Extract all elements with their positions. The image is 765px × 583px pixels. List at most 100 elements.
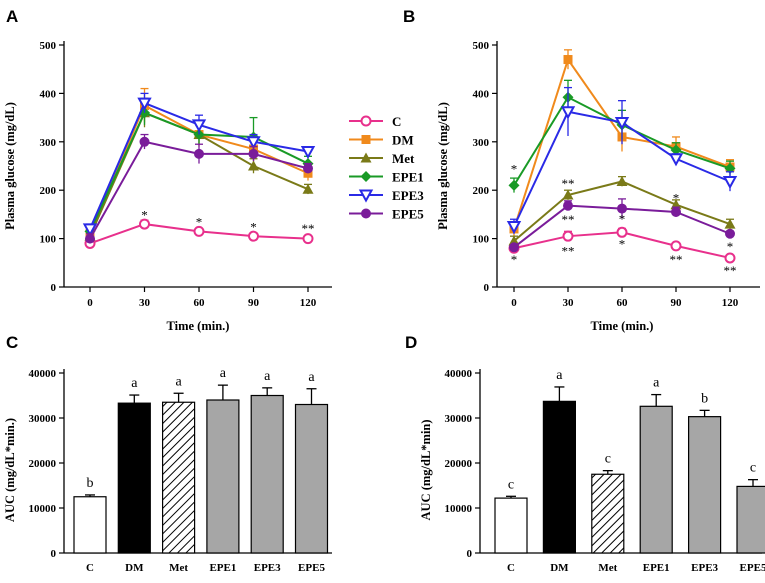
bar-epe1 xyxy=(206,399,240,554)
bar-epe3 xyxy=(687,416,722,554)
panel-label-d: D xyxy=(405,333,417,352)
data-point-epe3 xyxy=(668,153,684,167)
data-point-epe3 xyxy=(614,116,630,131)
legend-marker-c xyxy=(360,115,372,127)
category-label: EPE5 xyxy=(298,562,325,574)
y-tick-label: 0 xyxy=(484,282,490,294)
data-point-epe5 xyxy=(617,203,627,214)
data-point-epe3 xyxy=(560,106,576,120)
data-point-epe5 xyxy=(303,163,313,174)
significance-marker: * xyxy=(727,239,734,254)
y-tick-label: 0 xyxy=(467,548,473,560)
y-tick-label: 0 xyxy=(51,548,57,560)
significance-marker: ** xyxy=(724,263,737,278)
data-point-c xyxy=(724,252,736,264)
y-tick-label: 200 xyxy=(473,185,490,197)
y-tick-label: 40000 xyxy=(445,368,473,380)
data-point-c xyxy=(562,230,574,242)
significance-marker: ** xyxy=(670,252,683,267)
significance-letter: b xyxy=(701,391,708,406)
significance-letter: a xyxy=(556,368,563,383)
y-tick-label: 300 xyxy=(473,137,490,149)
bar-epe5 xyxy=(294,403,329,554)
y-axis-label: AUC (mg/dL*min) xyxy=(419,419,433,520)
data-point-epe5 xyxy=(85,233,95,244)
legend-marker-epe3 xyxy=(358,189,374,203)
category-label: C xyxy=(86,562,94,574)
legend-label-dm: DM xyxy=(392,133,414,148)
data-point-epe3 xyxy=(137,97,152,111)
significance-letter: a xyxy=(308,370,315,385)
data-point-epe5 xyxy=(139,136,150,147)
significance-letter: a xyxy=(653,376,660,391)
significance-letter: c xyxy=(605,452,611,467)
category-label: EPE5 xyxy=(740,562,765,574)
legend-marker-dm xyxy=(361,135,371,144)
y-tick-label: 20000 xyxy=(29,458,57,470)
x-tick-label: 60 xyxy=(194,297,206,309)
significance-letter: a xyxy=(175,374,182,389)
bar-dm xyxy=(117,402,151,554)
x-tick-label: 30 xyxy=(139,297,151,309)
category-label: EPE1 xyxy=(209,562,236,574)
category-label: Met xyxy=(169,562,188,574)
x-tick-label: 90 xyxy=(248,297,260,309)
significance-marker: * xyxy=(250,220,257,235)
data-point-epe1 xyxy=(508,179,520,191)
significance-letter: a xyxy=(220,366,227,381)
y-tick-label: 100 xyxy=(40,234,57,246)
data-point-epe5 xyxy=(194,148,204,159)
data-point-epe3 xyxy=(82,223,98,237)
significance-marker: * xyxy=(673,190,680,205)
bar-epe3 xyxy=(250,394,284,554)
y-tick-label: 200 xyxy=(40,185,57,197)
x-tick-label: 0 xyxy=(511,297,517,309)
data-point-c xyxy=(616,226,628,238)
significance-marker: ** xyxy=(562,176,575,191)
bar-c xyxy=(73,496,107,554)
significance-letter: a xyxy=(264,369,271,384)
x-axis-label: Time (min.) xyxy=(167,319,230,333)
panel-label-a: A xyxy=(6,7,18,26)
legend-label-met: Met xyxy=(392,151,415,166)
category-label: EPE3 xyxy=(691,562,718,574)
significance-marker: ** xyxy=(562,212,575,227)
data-point-met xyxy=(302,183,314,194)
x-tick-label: 60 xyxy=(617,297,629,309)
legend-label-epe1: EPE1 xyxy=(392,170,424,185)
data-point-epe3 xyxy=(191,119,207,133)
y-tick-label: 10000 xyxy=(29,503,57,515)
legend-marker-met xyxy=(360,152,372,163)
significance-marker: * xyxy=(511,252,518,267)
y-tick-label: 100 xyxy=(473,234,490,246)
significance-letter: b xyxy=(87,476,94,491)
bar-met xyxy=(162,401,196,554)
y-tick-label: 30000 xyxy=(29,413,57,425)
bar-dm xyxy=(542,400,577,554)
y-tick-label: 40000 xyxy=(29,368,57,380)
data-point-epe5 xyxy=(248,148,259,159)
y-tick-label: 400 xyxy=(473,88,490,100)
category-label: C xyxy=(507,562,515,574)
legend-marker-epe1 xyxy=(360,171,372,182)
x-tick-label: 120 xyxy=(300,297,317,309)
data-point-c xyxy=(193,225,205,237)
category-label: EPE3 xyxy=(254,562,281,574)
panel-label-c: C xyxy=(6,333,18,352)
category-label: DM xyxy=(125,562,144,574)
data-point-dm xyxy=(563,55,573,65)
significance-letter: a xyxy=(131,376,138,391)
data-point-met xyxy=(616,175,628,186)
y-axis-label: Plasma glucose (mg/dL) xyxy=(3,102,17,230)
significance-marker: ** xyxy=(302,221,315,236)
category-label: Met xyxy=(598,562,617,574)
y-axis-label: AUC (mg/dL*min.) xyxy=(3,418,17,522)
data-point-epe1 xyxy=(670,144,682,156)
legend-label-c: C xyxy=(392,114,401,129)
bar-c xyxy=(494,497,528,554)
data-point-c xyxy=(248,230,259,242)
legend-label-epe5: EPE5 xyxy=(392,207,424,222)
data-point-epe5 xyxy=(563,200,573,211)
y-tick-label: 400 xyxy=(40,88,57,100)
